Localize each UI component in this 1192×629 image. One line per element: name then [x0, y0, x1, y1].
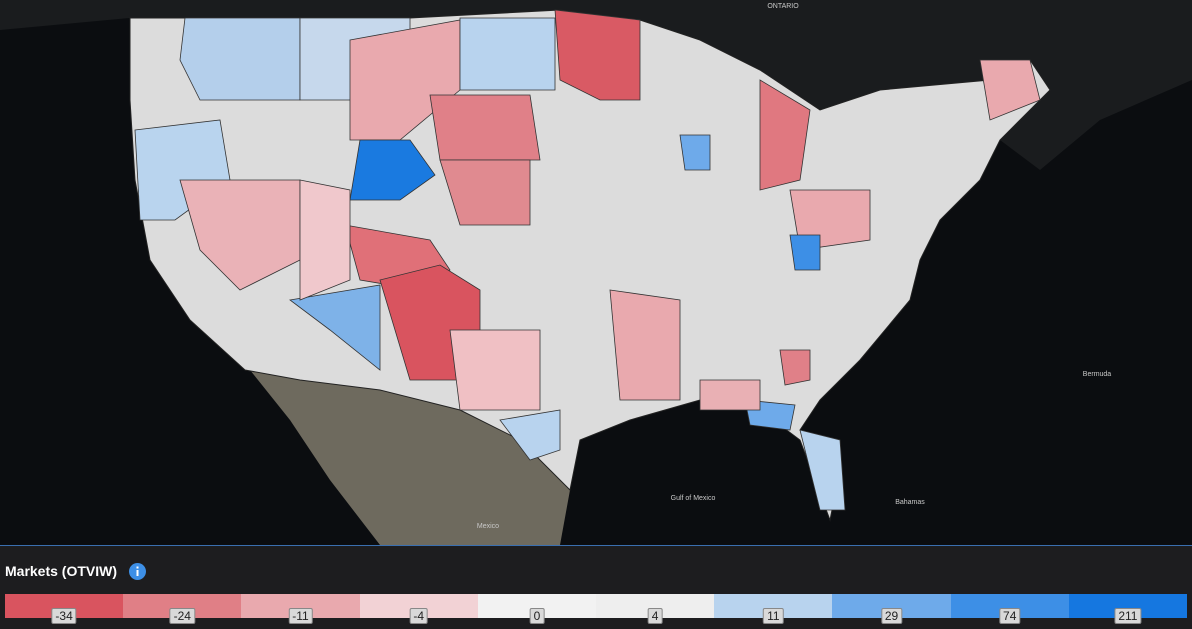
region	[789, 234, 821, 271]
legend-swatch: -34	[5, 594, 124, 624]
map-label: Bahamas	[895, 499, 925, 506]
legend-label: 0	[529, 608, 545, 624]
legend-swatch: 29	[832, 594, 951, 624]
legend-swatch: 211	[1068, 594, 1188, 624]
legend-label: 211	[1114, 608, 1142, 624]
legend-label: 29	[880, 608, 903, 624]
region	[449, 329, 541, 411]
legend-swatch: 74	[950, 594, 1069, 624]
region	[679, 134, 711, 171]
legend-label: -34	[51, 608, 77, 624]
region	[554, 9, 641, 101]
legend-swatch: -4	[359, 594, 478, 624]
map-label: Gulf of Mexico	[671, 495, 716, 502]
region	[289, 284, 381, 371]
legend-swatch: 0	[477, 594, 597, 624]
legend-label: -24	[169, 608, 195, 624]
legend-label: -11	[288, 608, 313, 624]
region	[349, 139, 436, 201]
region	[459, 17, 556, 91]
region	[759, 79, 811, 191]
map-label: Mexico	[477, 523, 499, 530]
legend-swatch: 4	[596, 594, 715, 624]
legend-title: Markets (OTVIW)	[5, 563, 118, 579]
legend-label: -4	[409, 608, 429, 624]
canada-land	[0, 0, 1192, 170]
regions	[134, 9, 1041, 511]
legend-swatch: 11	[714, 594, 833, 624]
region	[439, 159, 531, 226]
legend-label: 11	[763, 608, 784, 624]
legend-swatch: -11	[241, 594, 360, 624]
region	[609, 289, 681, 401]
legend-swatch: -24	[123, 594, 242, 624]
legend-panel: Markets (OTVIW) -34 -24 -11 -4 0 4 11 29 74 211	[0, 545, 1192, 629]
legend-label: 74	[999, 608, 1021, 624]
region	[499, 409, 561, 461]
map-label: Bermuda	[1083, 371, 1112, 378]
legend-label: 4	[647, 608, 663, 624]
region	[779, 349, 811, 386]
info-icon[interactable]	[129, 563, 146, 580]
map: ONTARIO Gulf of Mexico Bermuda Bahamas M…	[0, 0, 1192, 545]
mexico-land	[250, 370, 570, 545]
map-label: ONTARIO	[767, 3, 799, 10]
region	[179, 17, 301, 101]
region	[799, 429, 846, 511]
region	[299, 179, 351, 301]
region	[179, 179, 301, 291]
region	[429, 94, 541, 161]
region	[699, 379, 761, 411]
legend-bar: -34 -24 -11 -4 0 4 11 29 74 211	[5, 594, 1188, 624]
region	[979, 59, 1041, 121]
